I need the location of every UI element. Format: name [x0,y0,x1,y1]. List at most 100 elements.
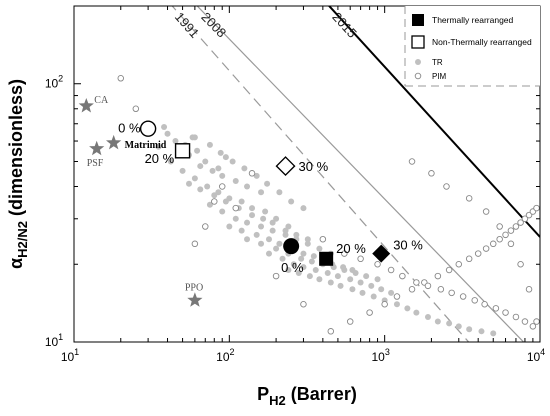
tr-point [244,236,251,243]
tr-point [209,167,216,174]
reference-polymer-label: Matrimid [125,140,167,151]
tr-point [293,231,300,238]
pim-point [502,231,509,239]
pim-point [319,235,327,243]
tr-point [279,255,286,262]
pim-point [459,293,467,300]
tr-point [310,253,317,260]
pim-point [533,318,540,325]
tr-point [282,231,289,238]
pim-point [517,261,524,268]
tr-point [404,305,411,312]
tr-point [191,175,198,182]
tr-point [370,293,377,300]
tr-point [226,223,233,230]
tr-point [304,240,311,247]
tr-point [341,267,348,274]
pim-point [496,235,503,243]
pim-point [218,183,226,190]
legend-marker-filled-square [412,14,424,26]
y-tick-label: 102 [45,74,63,91]
tr-point [232,215,239,222]
tr-point [300,250,307,257]
tr-point [265,250,272,257]
pim-point [437,286,445,293]
tr-point [374,276,381,283]
tr-point [424,313,431,320]
pim-point [117,75,125,82]
upper-bound-label-2008: 2008 [198,9,229,40]
highlight-label: 30 % [393,238,423,253]
tr-point [349,286,356,293]
x-axis-title: PH2 (Barrer) [257,384,357,408]
tr-point [273,215,280,222]
pim-point [455,261,463,268]
tr-point [219,172,226,179]
tr-point [273,245,280,252]
tr-point [161,123,168,130]
tr-point [253,231,260,238]
pim-point [327,328,335,335]
highlight-marker-filled-circle [283,238,300,255]
tr-point [197,186,204,193]
tr-point [249,205,256,212]
pim-point [202,223,209,230]
pim-point [191,240,199,248]
tr-point [478,328,485,335]
tr-point [285,267,292,274]
upper-bound-2008 [196,6,525,342]
pim-point [448,289,455,297]
tr-point [347,276,354,283]
pim-point [512,223,520,230]
highlight-marker-open-square [174,143,191,159]
tr-point [363,273,370,280]
highlight-label: 0 % [281,260,304,275]
pim-point [471,297,478,304]
tr-point [206,141,213,148]
tr-point [327,279,334,286]
tr-point [219,208,226,215]
legend-box [405,6,540,86]
tr-point [306,273,313,280]
pim-point [393,293,401,300]
pim-point [525,286,533,293]
tr-point [249,212,256,219]
tr-point [455,323,462,330]
tr-point [316,276,323,283]
highlight-marker-open-diamond [275,156,296,177]
tr-point [295,270,302,277]
upper-bound-1991 [171,6,470,342]
pim-point [443,183,450,190]
plot-frame [73,5,541,343]
tr-point [179,167,186,174]
tr-point [258,189,265,196]
tr-point [206,201,213,208]
pim-point [474,250,482,257]
tr-point [312,267,319,274]
tr-point [172,138,179,145]
tr-point [357,279,364,286]
tr-point [388,289,395,296]
pim-point [132,105,140,113]
tr-point [324,270,331,277]
pim-point [381,301,388,308]
legend-label: Thermally rearranged [432,15,514,25]
pim-point [507,240,515,248]
tr-point [316,245,323,252]
reference-polymer-label: CA [94,95,109,106]
tr-point [334,273,341,280]
highlight-marker-open-circle [139,120,157,137]
legend-label: PIM [432,72,447,81]
pim-point [408,286,416,293]
tr-point [217,149,224,156]
legend-label: Non-Thermally rearranged [432,37,532,47]
x-tick-label: 104 [527,347,545,364]
highlight-label: 0 % [118,121,141,136]
pim-point [525,211,533,219]
legend-marker-tr [415,59,421,65]
tr-point [167,158,174,165]
tr-point [269,219,276,226]
upper-bound-label-1991: 1991 [172,9,202,41]
tr-point [290,261,297,268]
pim-point [529,323,537,330]
